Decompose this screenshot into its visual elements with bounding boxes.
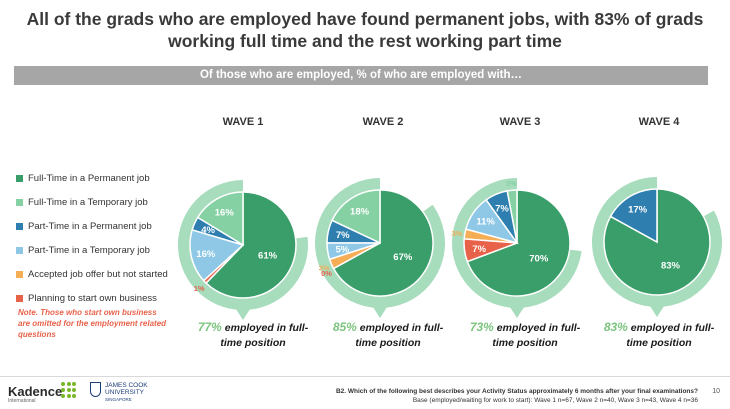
wave-1-label-ft-perm: 61% <box>258 250 278 261</box>
wave-1-label-pt-perm: 4% <box>201 225 215 236</box>
footer-divider <box>0 376 730 377</box>
wave-3-label-offer: 3% <box>451 229 462 238</box>
kadence-logo-sub: International <box>8 398 36 404</box>
wave-1-label-pt-temp: 16% <box>196 249 216 260</box>
wave-3-label-pt-temp: 11% <box>476 217 495 228</box>
source-question: B2. Which of the following best describe… <box>318 387 698 396</box>
kadence-dots-icon <box>61 382 77 398</box>
wave-3-label-ft-perm: 70% <box>529 254 549 265</box>
wave-2-label-pt-temp: 5% <box>335 244 349 255</box>
jcu-crest-icon <box>90 382 101 397</box>
wave-4-halo-pointer <box>648 303 666 317</box>
summary-text: employed in full-time position <box>626 322 714 349</box>
kadence-logo: Kadence International <box>8 384 62 399</box>
summary-pct: 73% <box>470 320 494 334</box>
wave-2-label-ft-temp: 18% <box>350 206 370 217</box>
source-note: B2. Which of the following best describe… <box>318 387 698 405</box>
summary-pct: 83% <box>604 320 628 334</box>
wave-3-label-ft-temp: 3% <box>506 179 517 188</box>
wave-1-summary: 77% employed in full-time position <box>188 320 318 351</box>
wave-3-label-own-business: 7% <box>472 244 486 255</box>
wave-4-label-ft-perm: 83% <box>661 260 681 271</box>
wave-4-summary: 83% employed in full-time position <box>594 320 724 351</box>
wave-3-label-pt-perm: 7% <box>495 203 509 214</box>
jcu-line-3: SINGAPORE <box>105 396 160 403</box>
wave-3-summary: 73% employed in full-time position <box>460 320 590 351</box>
jcu-line-2: UNIVERSITY <box>105 389 160 396</box>
summary-text: employed in full-time position <box>220 322 308 349</box>
page-number: 10 <box>712 388 720 395</box>
summary-text: employed in full-time position <box>492 322 580 349</box>
wave-1-label-own-business: 1% <box>194 284 205 293</box>
summary-text: employed in full-time position <box>355 322 443 349</box>
source-base: Base (employed/waiting for work to start… <box>318 396 698 405</box>
summary-pct: 85% <box>333 320 357 334</box>
wave-2-label-ft-perm: 67% <box>393 252 413 263</box>
summary-pct: 77% <box>198 320 222 334</box>
wave-4-label-pt-perm: 17% <box>628 205 648 216</box>
wave-3-halo-pointer <box>508 304 526 318</box>
jcu-line-1: JAMES COOK <box>105 382 160 389</box>
wave-2-label-own-business: 0% <box>321 269 332 278</box>
wave-2-summary: 85% employed in full-time position <box>323 320 453 351</box>
wave-2-halo-pointer <box>371 304 389 318</box>
wave-1-label-ft-temp: 16% <box>215 207 235 218</box>
kadence-logo-text: Kadence <box>8 384 62 399</box>
wave-1-halo-pointer <box>234 306 252 320</box>
wave-2-label-pt-perm: 7% <box>336 230 350 241</box>
